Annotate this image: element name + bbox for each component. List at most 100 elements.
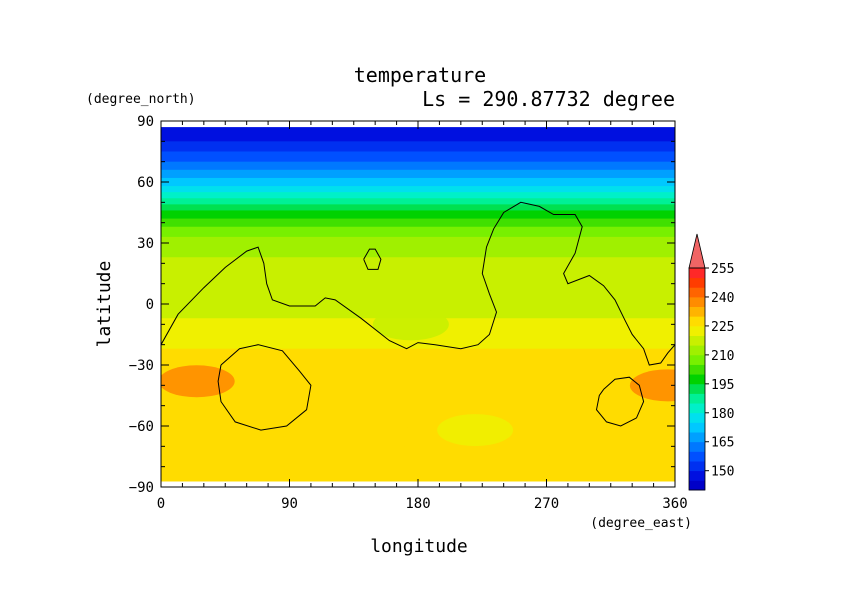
field-band: [161, 167, 675, 171]
field-band: [161, 153, 675, 157]
temperature-field: [161, 127, 675, 482]
field-band: [161, 159, 675, 163]
field-band: [161, 230, 675, 234]
field-band: [161, 417, 675, 421]
field-band: [161, 413, 675, 417]
field-band: [161, 293, 675, 297]
field-band: [161, 295, 675, 299]
field-band: [161, 352, 675, 356]
colorbar-swatch: [689, 480, 705, 491]
field-band: [161, 342, 675, 346]
field-band: [161, 346, 675, 350]
x-tick-label: 360: [662, 496, 687, 512]
field-band: [161, 179, 675, 183]
field-band: [161, 379, 675, 382]
field-band: [161, 232, 675, 236]
field-band: [161, 289, 675, 293]
field-band: [161, 421, 675, 425]
y-tick-label: −90: [129, 480, 154, 496]
field-band: [161, 476, 675, 480]
colorbar-tick-label: 240: [711, 291, 734, 306]
field-band: [161, 434, 675, 437]
x-tick-label: 270: [534, 496, 559, 512]
colorbar-swatch: [689, 325, 705, 336]
x-axis-ticks: 0 90 180 270 360: [157, 121, 688, 512]
colorbar-extend-arrow: [688, 233, 706, 269]
field-band: [161, 222, 675, 226]
colorbar-swatch: [689, 345, 705, 356]
colorbar-swatch: [689, 316, 705, 327]
field-band: [161, 192, 675, 195]
y-tick-label: 30: [137, 236, 154, 252]
field-band: [161, 202, 675, 205]
field-band: [161, 169, 675, 173]
colorbar-tick-label: 165: [711, 436, 734, 451]
field-band: [161, 220, 675, 224]
field-band: [161, 247, 675, 250]
x-axis-units: (degree_east): [590, 516, 692, 531]
field-band: [161, 186, 675, 189]
field-band: [161, 228, 675, 232]
field-band: [161, 389, 675, 393]
field-band: [161, 253, 675, 256]
field-band: [161, 474, 675, 478]
field-band: [161, 430, 675, 433]
field-band: [161, 348, 675, 352]
colorbar-tick-label: 180: [711, 407, 734, 422]
y-axis-ticks: −90 −60 −30 0 30 60 90: [129, 114, 675, 496]
colorbar: 150 165 180 195 210 225 240 255: [688, 233, 734, 491]
field-band: [161, 365, 675, 368]
colorbar-swatch: [689, 354, 705, 365]
field-band: [161, 452, 675, 456]
colorbar-tick-label: 225: [711, 320, 734, 335]
field-band: [161, 224, 675, 228]
field-band: [161, 460, 675, 464]
colorbar-swatch: [689, 470, 705, 481]
field-band: [161, 216, 675, 220]
field-band: [161, 377, 675, 380]
colorbar-swatch: [689, 451, 705, 462]
field-band: [161, 411, 675, 415]
field-band: [161, 173, 675, 177]
field-band: [161, 265, 675, 268]
field-band: [161, 143, 675, 146]
field-band: [161, 243, 675, 246]
field-band: [161, 259, 675, 262]
field-band: [161, 393, 675, 397]
field-band: [161, 456, 675, 460]
y-tick-label: −60: [129, 419, 154, 435]
field-band: [161, 177, 675, 181]
field-band: [161, 383, 675, 386]
colorbar-frame: [688, 267, 706, 491]
field-band: [161, 157, 675, 161]
field-band: [161, 454, 675, 458]
field-band: [161, 236, 675, 240]
field-band: [161, 283, 675, 287]
colorbar-swatch: [689, 441, 705, 452]
field-band: [161, 466, 675, 470]
field-band: [161, 450, 675, 454]
field-band: [161, 210, 675, 214]
field-band: [161, 436, 675, 439]
field-band: [161, 251, 675, 254]
field-band: [161, 196, 675, 199]
field-patch: [161, 365, 235, 398]
field-band: [161, 399, 675, 403]
colorbar-swatch: [689, 461, 705, 472]
colorbar-swatch: [689, 335, 705, 346]
x-axis-label: longitude: [370, 536, 468, 557]
x-tick-label: 180: [405, 496, 430, 512]
field-band: [161, 423, 675, 427]
field-band: [161, 472, 675, 476]
field-band: [161, 257, 675, 260]
field-band: [161, 269, 675, 273]
field-band: [161, 397, 675, 401]
field-band: [161, 405, 675, 409]
field-band: [161, 163, 675, 167]
field-band: [161, 446, 675, 449]
field-patch: [372, 308, 449, 341]
colorbar-swatch: [689, 287, 705, 298]
field-band: [161, 263, 675, 266]
colorbar-swatch: [689, 432, 705, 443]
field-band: [161, 299, 675, 303]
